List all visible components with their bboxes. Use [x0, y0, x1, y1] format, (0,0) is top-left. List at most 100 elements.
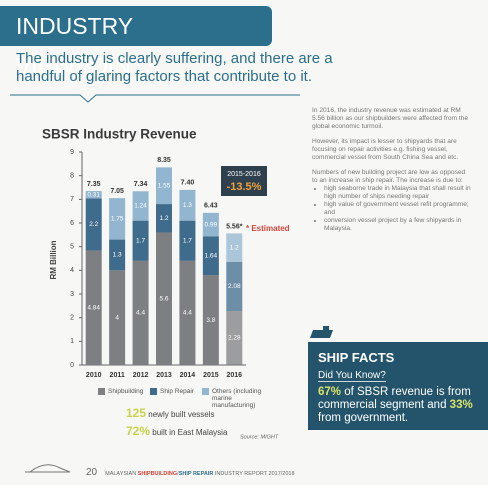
bullet-list: high seaborne trade in Malaysia that sha… [312, 185, 472, 233]
boat-logo [25, 464, 71, 473]
fact-number: 33% [449, 399, 473, 411]
x-tick-label: 2016 [226, 372, 242, 379]
footer-text: SHIPBUILDING [137, 471, 178, 477]
bar-segment [156, 204, 172, 233]
bar-segment [109, 198, 126, 240]
total-label: 5.56* [226, 223, 243, 230]
ship-facts: SHIP FACTS Did You Know? 67% of SBSR rev… [308, 342, 488, 430]
bar-segment [179, 220, 196, 261]
segment-label: 1.55 [158, 182, 171, 189]
annotation-estimated: * Estimated [246, 224, 290, 233]
stat: 125 newly built vessels [126, 405, 227, 423]
stat: 72% built in East Malaysia [126, 423, 227, 441]
legend-label: Others (including marine manufacturing) [212, 388, 262, 409]
segment-label: 1.7 [136, 237, 145, 244]
bar-segment [85, 191, 102, 199]
y-tick-label: 5 [70, 244, 74, 251]
chart-title: SBSR Industry Revenue [42, 127, 197, 142]
bar-segment [109, 270, 126, 365]
x-tick-label: 2010 [86, 372, 102, 379]
segment-label: 1.7 [183, 237, 192, 244]
bar-segment [202, 212, 219, 237]
annotation-change: -13.5% [227, 181, 262, 193]
fact-number: 67% [318, 386, 342, 398]
y-tick-label: 8 [70, 173, 74, 180]
segment-label: 2.08 [228, 283, 241, 290]
x-tick-label: 2014 [180, 372, 196, 379]
bar-segment [132, 191, 149, 221]
total-label: 6.43 [204, 203, 218, 210]
segment-label: 0.99 [205, 221, 218, 228]
footer-text: SHIP REPAIR [178, 471, 214, 477]
total-label: 7.35 [87, 181, 101, 188]
x-tick-label: 2012 [133, 372, 149, 379]
bar-segment [179, 260, 196, 365]
divider [10, 94, 300, 103]
legend-item: Ship Repair [150, 388, 212, 395]
bar-segment [132, 220, 149, 261]
segment-label: 1.75 [111, 216, 124, 223]
facts-text: 67% of SBSR revenue is from commercial s… [318, 386, 478, 425]
segment-label: 4 [115, 314, 119, 321]
facts-subtitle: Did You Know? [318, 370, 386, 382]
bar-segment [202, 275, 219, 365]
bar-segment [85, 250, 102, 365]
segment-label: 1.2 [159, 215, 168, 222]
bullet: conversion vessel project by a few shipy… [324, 217, 472, 233]
y-tick-label: 7 [70, 196, 74, 203]
annotation-period: 2015-2016 [227, 171, 261, 178]
intro: The industry is clearly suffering, and t… [16, 50, 333, 85]
footer-text: MALAYSIAN [105, 471, 138, 477]
y-tick-label: 9 [70, 149, 74, 156]
segment-label: 1.3 [113, 252, 122, 259]
facts-title: SHIP FACTS [318, 350, 395, 365]
paragraph: However, its impact is lesser to shipyar… [312, 138, 459, 161]
legend-item: Shipbuilding [98, 388, 160, 395]
bar-segment [226, 261, 243, 312]
x-tick-label: 2015 [203, 372, 219, 379]
y-tick-label: 4 [70, 267, 74, 274]
bar-segment [109, 239, 126, 271]
body-text: In 2016, the industry revenue was estima… [312, 107, 472, 233]
source: Source: MIGHT [240, 434, 279, 440]
segment-label: 4.84 [87, 304, 100, 311]
segment-label: 1.3 [183, 202, 192, 209]
y-tick-label: 1 [70, 338, 74, 345]
y-tick-label: 3 [70, 291, 74, 298]
y-tick-label: 6 [70, 220, 74, 227]
segment-label: 4.4 [183, 310, 192, 317]
legend-item: Others (including marine manufacturing) [202, 388, 264, 409]
bar-segment [85, 198, 102, 251]
footer: 20 MALAYSIAN SHIPBUILDING/SHIP REPAIR IND… [86, 467, 295, 478]
legend-label: Ship Repair [160, 388, 194, 395]
bar-segment [226, 311, 243, 365]
bullet: high value of government vessel refit pr… [324, 201, 472, 217]
segment-label: 1.2 [230, 244, 239, 251]
x-tick-label: 2013 [156, 372, 172, 379]
change-box [221, 166, 267, 196]
footer-text: INDUSTRY REPORT 2017/2018 [213, 471, 295, 477]
bar-segment [202, 236, 219, 276]
segment-label: 4.4 [136, 310, 145, 317]
bar-segment [132, 260, 149, 365]
page-number: 20 [86, 467, 98, 478]
segment-label: 0.31 [87, 191, 100, 198]
bullet: high seaborne trade in Malaysia that sha… [324, 185, 472, 201]
stat-text: built in East Malaysia [152, 428, 228, 437]
total-label: 7.40 [181, 180, 195, 187]
x-tick-label: 2011 [110, 372, 125, 379]
legend-label: Shipbuilding [108, 388, 144, 395]
y-tick-label: 2 [70, 315, 74, 322]
segment-label: 1.24 [134, 203, 147, 210]
paragraph: In 2016, the industry revenue was estima… [312, 107, 469, 130]
bar-segment [156, 232, 172, 365]
total-label: 7.34 [134, 181, 148, 188]
y-axis-label: RM Billion [49, 240, 58, 279]
segment-label: 2.2 [89, 221, 98, 228]
y-tick-label: 0 [70, 362, 74, 369]
bar-segment [179, 189, 196, 221]
bar-segment [156, 167, 172, 205]
legend-swatch [202, 388, 209, 395]
